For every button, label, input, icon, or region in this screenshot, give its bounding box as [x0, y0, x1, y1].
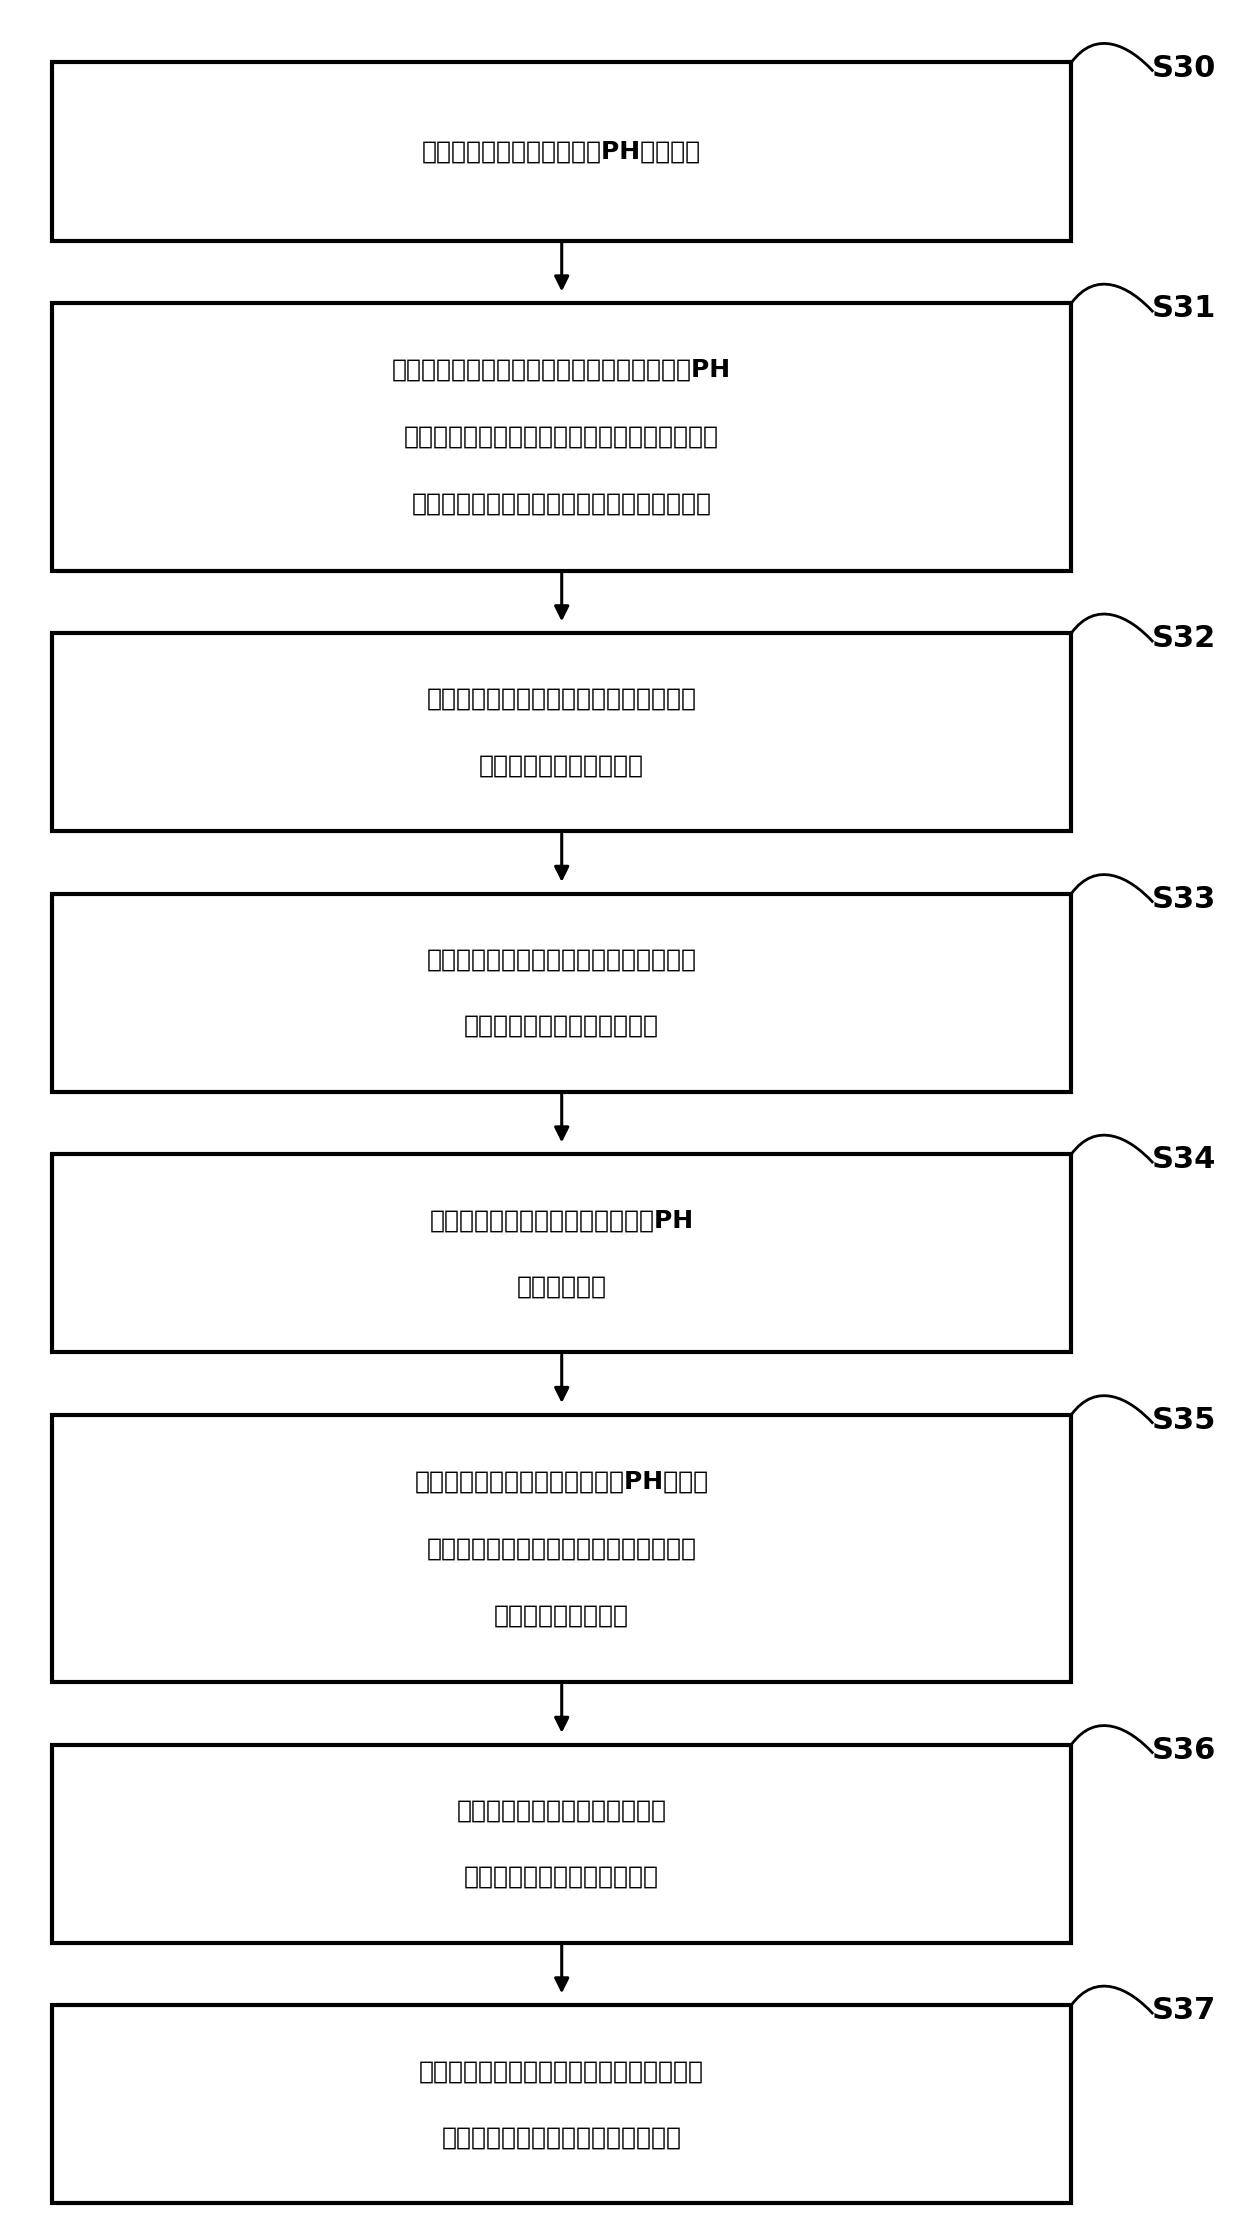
Text: 浓度和氟硅酸的浓度确定祈酸的浓度: 浓度和氟硅酸的浓度确定祈酸的浓度 [441, 2125, 682, 2150]
FancyBboxPatch shape [52, 62, 1071, 241]
FancyBboxPatch shape [52, 303, 1071, 571]
Text: 通过加入酸进行滴定将待测混酸的PH: 通过加入酸进行滴定将待测混酸的PH [429, 1209, 694, 1233]
Text: 复合电极检测所述待测混酸的酸碱度的变化或电: 复合电极检测所述待测混酸的酸碱度的变化或电 [404, 426, 719, 448]
Text: S32: S32 [1152, 624, 1216, 653]
Text: 通过向待测混酸中加入笱液进行滴定，并通过PH: 通过向待测混酸中加入笱液进行滴定，并通过PH [392, 359, 732, 381]
Text: 根据待测混酸中氢离子的总浓度、氢氟酸的: 根据待测混酸中氢离子的总浓度、氢氟酸的 [419, 2058, 704, 2083]
Text: 极检测所述待测混酸的酸碱度或电位的变: 极检测所述待测混酸的酸碱度或电位的变 [427, 1536, 697, 1561]
Text: S30: S30 [1152, 54, 1216, 83]
Text: 通过第一等当点到第二等当点的笱液用量: 通过第一等当点到第二等当点的笱液用量 [427, 948, 697, 972]
Text: 値调整至中性: 値调整至中性 [517, 1273, 606, 1298]
Text: 通过加入祈酸镧进行滴定并通过PH复合电: 通过加入祈酸镧进行滴定并通过PH复合电 [414, 1470, 709, 1494]
Text: S33: S33 [1152, 885, 1216, 914]
Text: 化，得到第三等当点: 化，得到第三等当点 [495, 1603, 629, 1628]
FancyBboxPatch shape [52, 1414, 1071, 1681]
Text: 提供预设体积的待测混酸和PH复合电极: 提供预设体积的待测混酸和PH复合电极 [422, 140, 702, 163]
Text: S36: S36 [1152, 1735, 1216, 1764]
Text: S35: S35 [1152, 1405, 1216, 1434]
Text: 测混酸中氢离子的总浓度: 测混酸中氢离子的总浓度 [479, 754, 645, 776]
FancyBboxPatch shape [52, 894, 1071, 1093]
FancyBboxPatch shape [52, 633, 1071, 832]
Text: 通过第三等当点和氟硅酸的浓度: 通过第三等当点和氟硅酸的浓度 [456, 1800, 667, 1822]
Text: 位的变化，依次得到第一等当点和第二等当点: 位的变化，依次得到第一等当点和第二等当点 [412, 493, 712, 515]
Text: 确定待测混酸中氟硅酸的浓度: 确定待测混酸中氟硅酸的浓度 [464, 1015, 660, 1037]
Text: S31: S31 [1152, 294, 1216, 323]
FancyBboxPatch shape [52, 2005, 1071, 2203]
FancyBboxPatch shape [52, 1744, 1071, 1942]
Text: 通过第一等当点对应的笱液用量来确定待: 通过第一等当点对应的笱液用量来确定待 [427, 687, 697, 711]
Text: S34: S34 [1152, 1146, 1216, 1175]
Text: S37: S37 [1152, 1996, 1216, 2025]
Text: 确定待测混酸中氢氟酸的浓度: 确定待测混酸中氢氟酸的浓度 [464, 1864, 660, 1889]
FancyBboxPatch shape [52, 1155, 1071, 1351]
